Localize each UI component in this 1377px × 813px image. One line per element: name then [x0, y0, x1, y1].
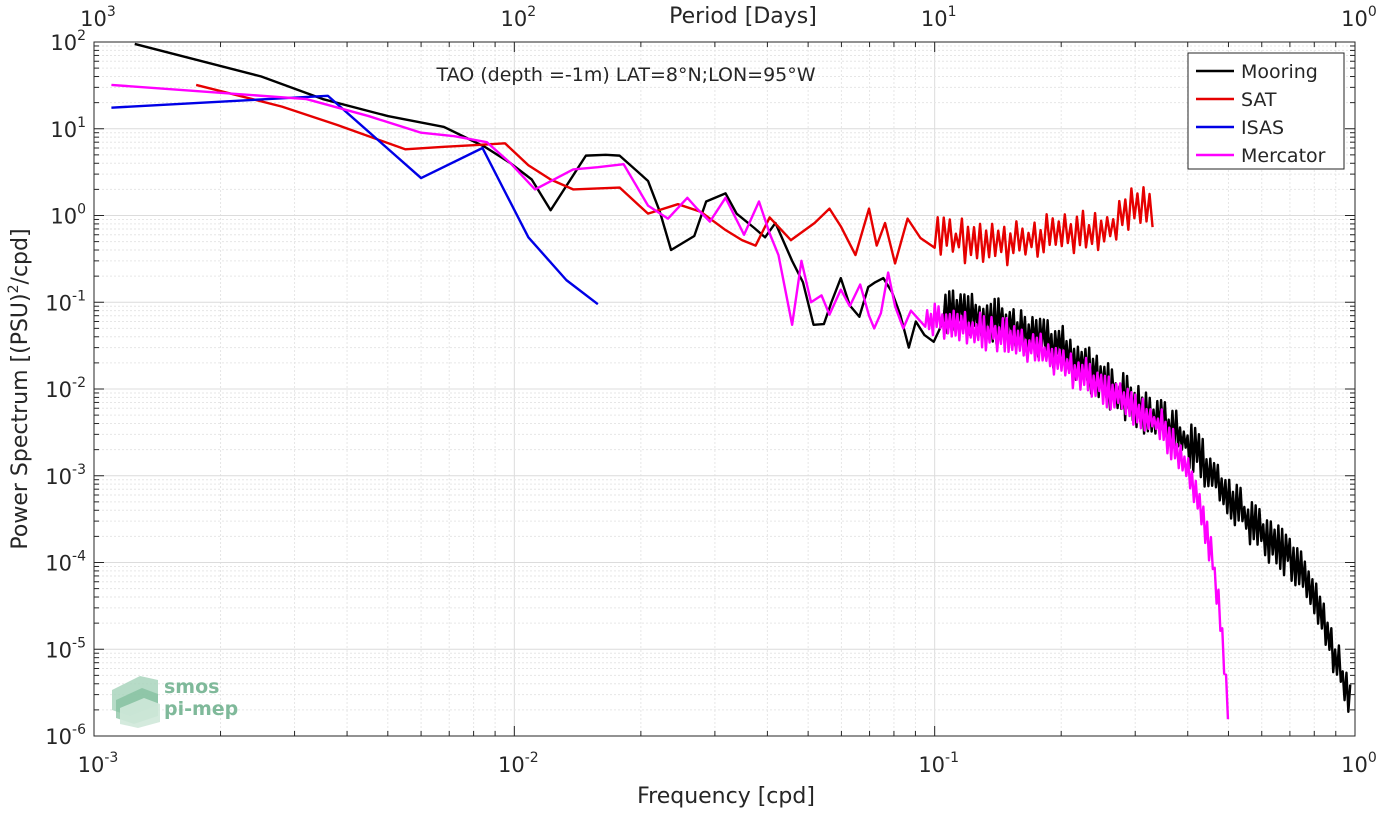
legend-box — [1187, 52, 1345, 170]
x-tick-label: 100 — [1341, 750, 1377, 777]
x2-tick-label: 101 — [921, 4, 957, 31]
y-axis-label: Power Spectrum [(PSU)2/cpd] — [6, 228, 33, 549]
watermark-line2: pi-mep — [164, 698, 238, 720]
legend-label-sat: SAT — [1241, 89, 1277, 111]
legend-label-mercator: Mercator — [1241, 145, 1326, 167]
y-tick-label: 101 — [50, 115, 86, 142]
legend-label-mooring: Mooring — [1241, 61, 1318, 83]
y-tick-label: 100 — [50, 202, 86, 229]
x-tick-label: 10-3 — [78, 750, 119, 777]
y-tick-label: 10-2 — [45, 375, 86, 402]
smos-pi-mep-logo: smos pi-mep — [112, 676, 238, 728]
legend: Mooring SAT ISAS Mercator — [1187, 52, 1345, 170]
series-line-isas — [111, 94, 599, 306]
watermark-line1: smos — [164, 676, 219, 698]
x-axis-label: Frequency [cpd] — [637, 784, 815, 809]
chart-title: TAO (depth =-1m) LAT=8°N;LON=95°W — [435, 64, 815, 86]
y-tick-label: 10-4 — [45, 549, 86, 576]
x2-tick-label: 100 — [1341, 4, 1377, 31]
y-tick-label: 102 — [50, 28, 86, 55]
y-tick-label: 10-3 — [45, 462, 86, 489]
top-axis-label: Period [Days] — [669, 4, 817, 29]
y-tick-label: 10-1 — [45, 288, 86, 315]
series-lines — [111, 42, 1352, 720]
x-tick-label: 10-2 — [498, 750, 539, 777]
x-tick-label: 10-1 — [918, 750, 959, 777]
legend-label-isas: ISAS — [1241, 117, 1284, 139]
series-line-sat — [195, 83, 1154, 267]
smos-logo-icon — [112, 676, 160, 728]
y-tick-label: 10-6 — [45, 722, 86, 749]
x2-tick-label: 103 — [80, 4, 116, 31]
series-line-mercator — [111, 83, 1230, 720]
tick-marks — [93, 41, 1356, 737]
y-tick-label: 10-5 — [45, 635, 86, 662]
x2-tick-label: 102 — [501, 4, 537, 31]
